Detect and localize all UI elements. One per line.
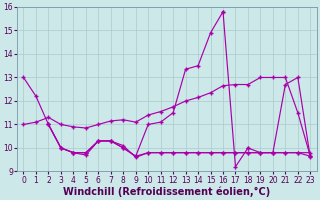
X-axis label: Windchill (Refroidissement éolien,°C): Windchill (Refroidissement éolien,°C) bbox=[63, 186, 270, 197]
